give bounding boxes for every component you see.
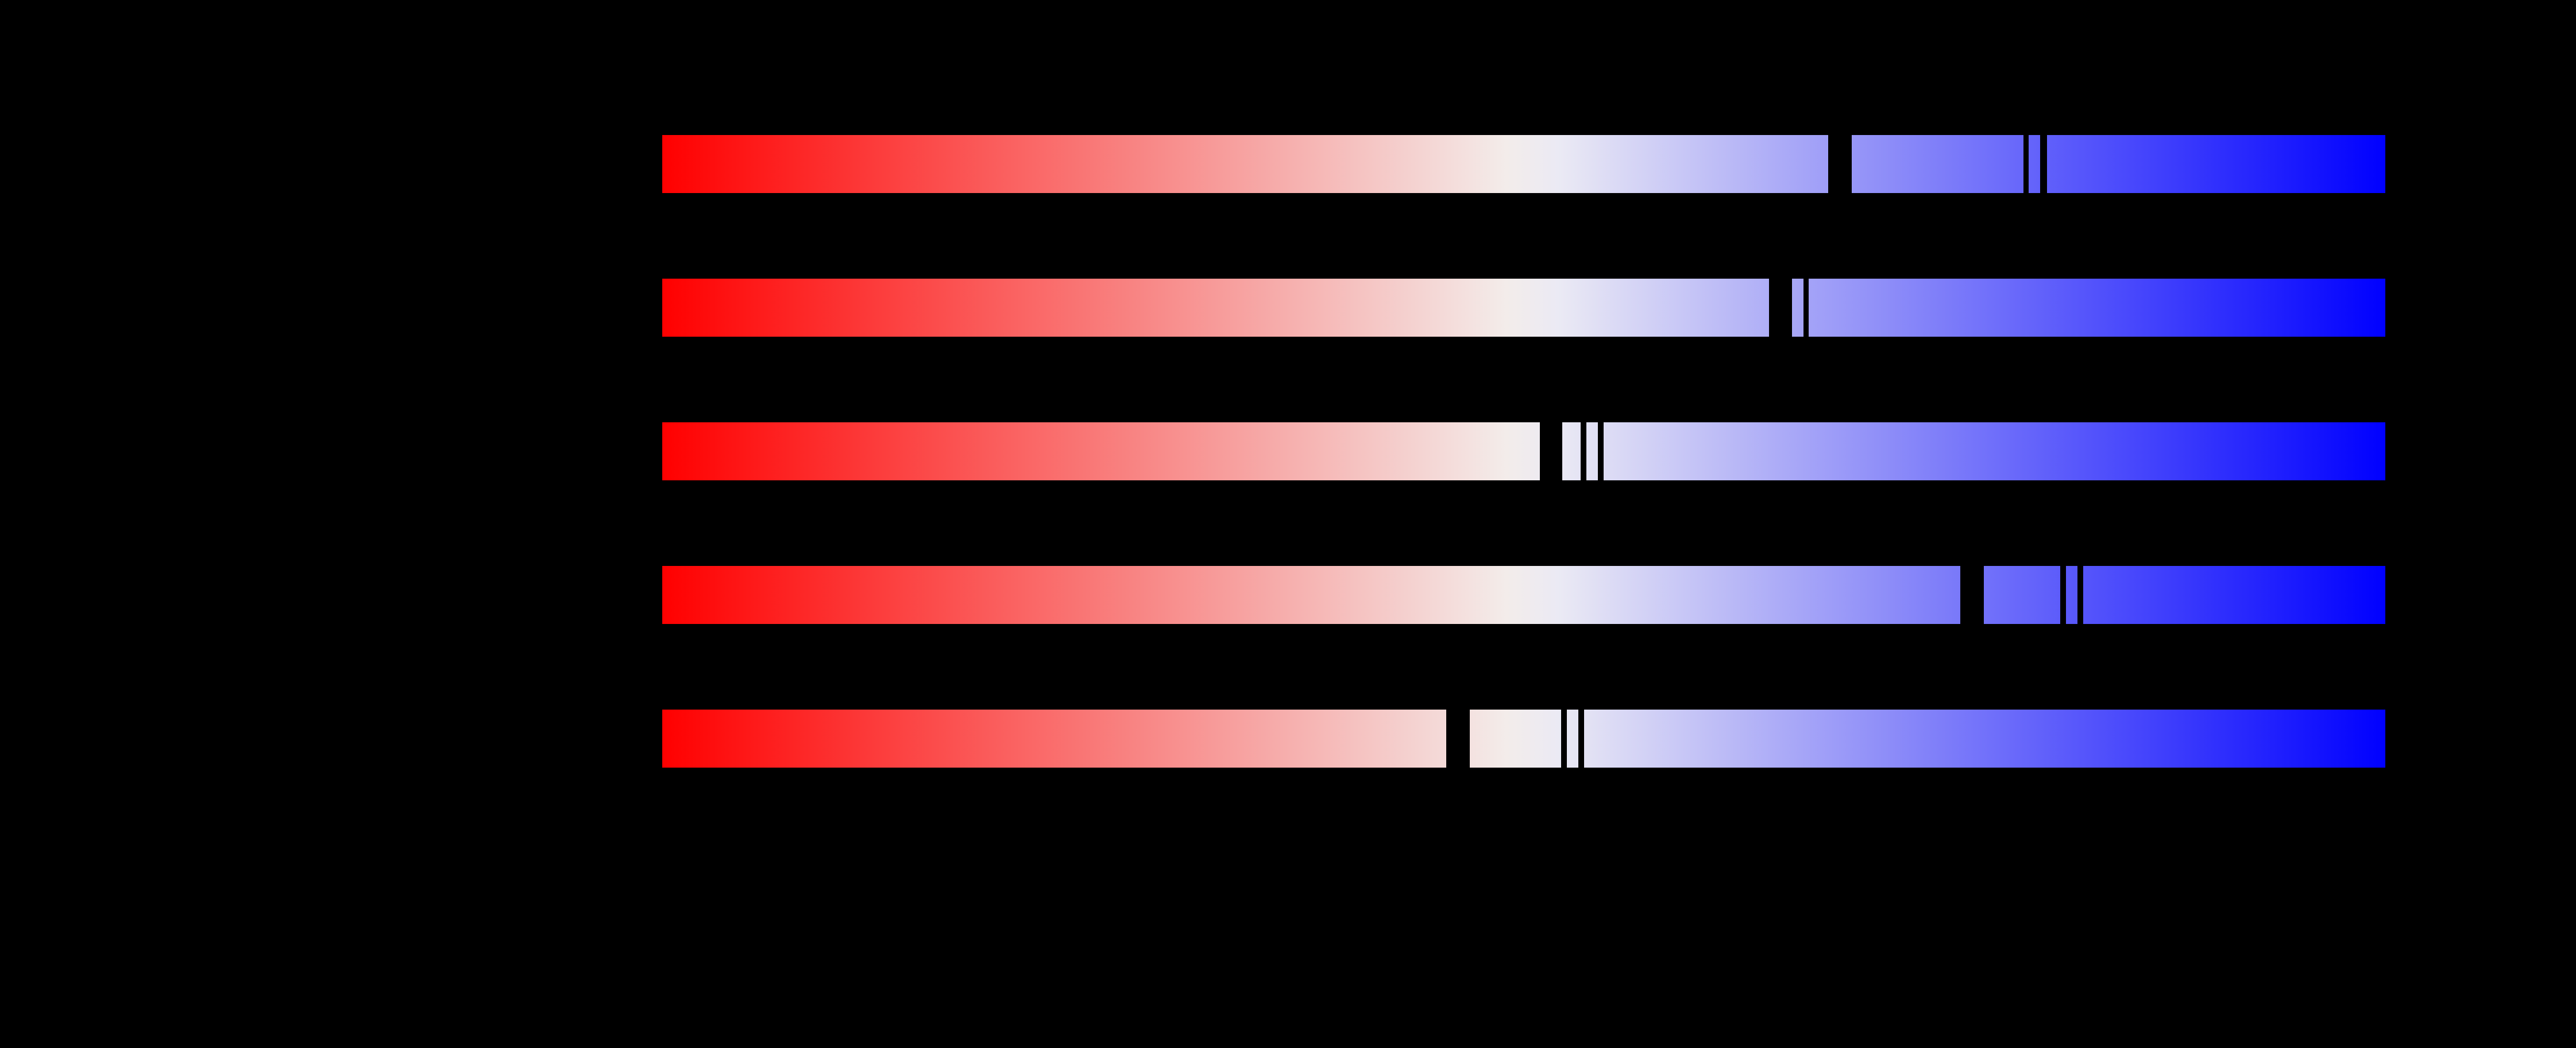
gradient-bar-5: [662, 709, 2386, 768]
thin-mark: [1803, 279, 1809, 337]
thin-mark: [1561, 709, 1567, 768]
thin-mark: [1581, 422, 1586, 480]
thin-mark: [2023, 135, 2029, 193]
gradient-bar-2: [662, 279, 2386, 337]
thin-mark: [1598, 422, 1604, 480]
gradient-bar-1: [662, 135, 2386, 193]
thick-mark: [1446, 709, 1470, 768]
thick-mark: [1960, 565, 1984, 624]
thin-mark: [2060, 565, 2067, 624]
thick-mark: [1539, 422, 1562, 480]
thin-mark: [1578, 709, 1584, 768]
gradient-bar-3: [662, 422, 2386, 480]
gradient-bar-4: [662, 565, 2386, 624]
thick-mark: [1828, 135, 1852, 193]
thin-mark: [2077, 565, 2084, 624]
thin-mark: [2040, 135, 2048, 193]
thick-mark: [1769, 279, 1793, 337]
